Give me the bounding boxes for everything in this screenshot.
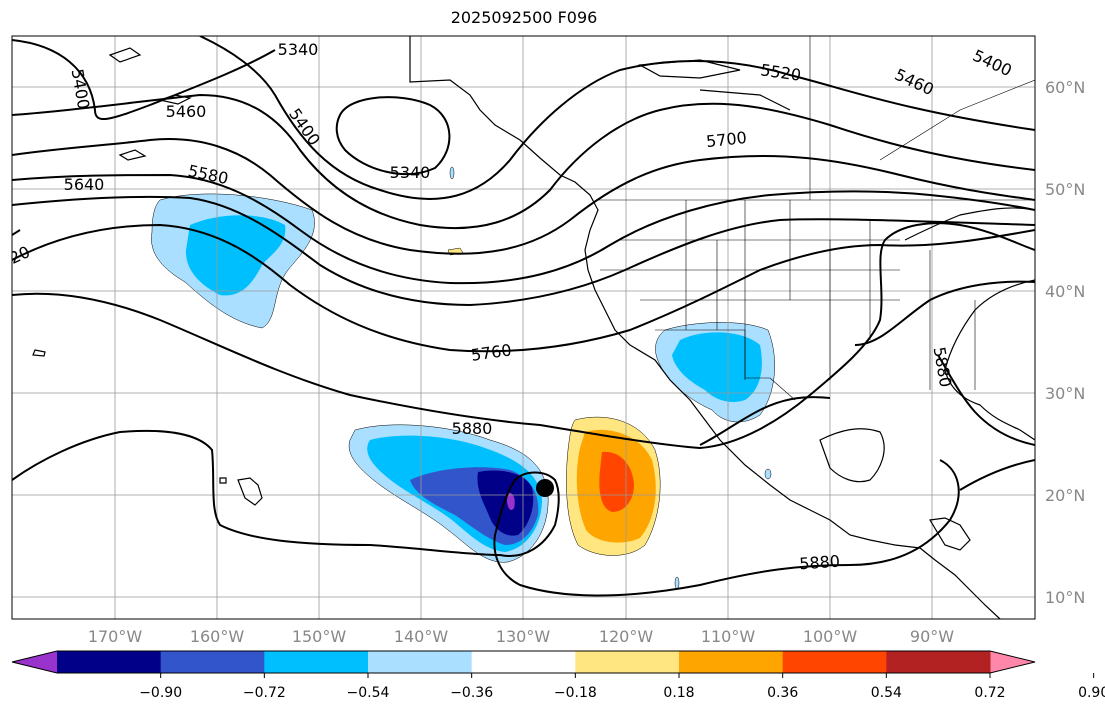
colorbar-tick-label: 0.72: [974, 685, 1005, 701]
svg-text:5640: 5640: [64, 175, 105, 194]
svg-text:5340: 5340: [278, 40, 319, 59]
svg-text:5700: 5700: [705, 128, 747, 151]
colorbar-tick-label: 0.36: [767, 685, 798, 701]
gridlines: [12, 36, 1035, 619]
svg-text:5880: 5880: [799, 552, 841, 574]
longitude-tick-label: 160°W: [190, 627, 245, 646]
political-borders: [598, 36, 1035, 401]
svg-text:5880: 5880: [452, 419, 493, 438]
longitude-tick-label: 120°W: [599, 627, 654, 646]
colorbar-tick-label: 0.54: [871, 685, 902, 701]
latitude-tick-label: 10°N: [1045, 588, 1085, 607]
longitude-tick-label: 100°W: [803, 627, 858, 646]
colorbar-tick-label: −0.54: [347, 685, 390, 701]
storm-center-marker: [536, 479, 554, 497]
svg-text:20: 20: [6, 242, 32, 268]
longitude-labels: 170°W 160°W 150°W 140°W 130°W 120°W 110°W 100°W…: [88, 627, 954, 646]
colorbar-tick-label: −0.18: [554, 685, 597, 701]
longitude-tick-label: 110°W: [701, 627, 756, 646]
colorbar-segment: [264, 651, 369, 673]
latitude-tick-label: 60°N: [1045, 78, 1085, 97]
colorbar-tick-label: 0.90: [1078, 685, 1105, 701]
latitude-labels: 60°N 50°N 40°N 30°N 20°N 10°N: [1045, 78, 1085, 607]
colorbar-segment: [160, 651, 265, 673]
latitude-tick-label: 50°N: [1045, 180, 1085, 199]
colorbar-segment: [575, 651, 680, 673]
colorbar-tick-label: −0.72: [243, 685, 286, 701]
colorbar-segment: [886, 651, 991, 673]
colorbar-segment: [57, 651, 162, 673]
latitude-tick-label: 20°N: [1045, 486, 1085, 505]
colorbar-outline: [11, 650, 1036, 674]
latitude-tick-label: 30°N: [1045, 384, 1085, 403]
colorbar-tick-label: −0.36: [450, 685, 493, 701]
height-contours: [12, 36, 1035, 597]
anomaly-shading: [151, 166, 775, 590]
longitude-tick-label: 140°W: [394, 627, 449, 646]
colorbar-under-arrow: [12, 651, 57, 673]
longitude-tick-label: 90°W: [910, 627, 954, 646]
colorbar-tick-label: −0.90: [139, 685, 182, 701]
longitude-tick-label: 170°W: [88, 627, 143, 646]
svg-text:5460: 5460: [166, 102, 207, 121]
latitude-tick-label: 40°N: [1045, 282, 1085, 301]
colorbar-tick-label: 0.18: [663, 685, 694, 701]
longitude-tick-label: 130°W: [496, 627, 551, 646]
colorbar-segment: [471, 651, 576, 673]
colorbar-segment: [782, 651, 887, 673]
colorbar-segment: [679, 651, 784, 673]
svg-text:5340: 5340: [390, 163, 431, 182]
longitude-tick-label: 150°W: [292, 627, 347, 646]
colorbar: −0.90 −0.72 −0.54 −0.36 −0.18 0.18 0.36 0.54 0.7…: [11, 650, 1105, 701]
map-frame: [11, 35, 1036, 620]
colorbar-segment: [368, 651, 473, 673]
colorbar-over-arrow: [990, 651, 1035, 673]
map-title: 2025092500 F096: [450, 8, 598, 27]
